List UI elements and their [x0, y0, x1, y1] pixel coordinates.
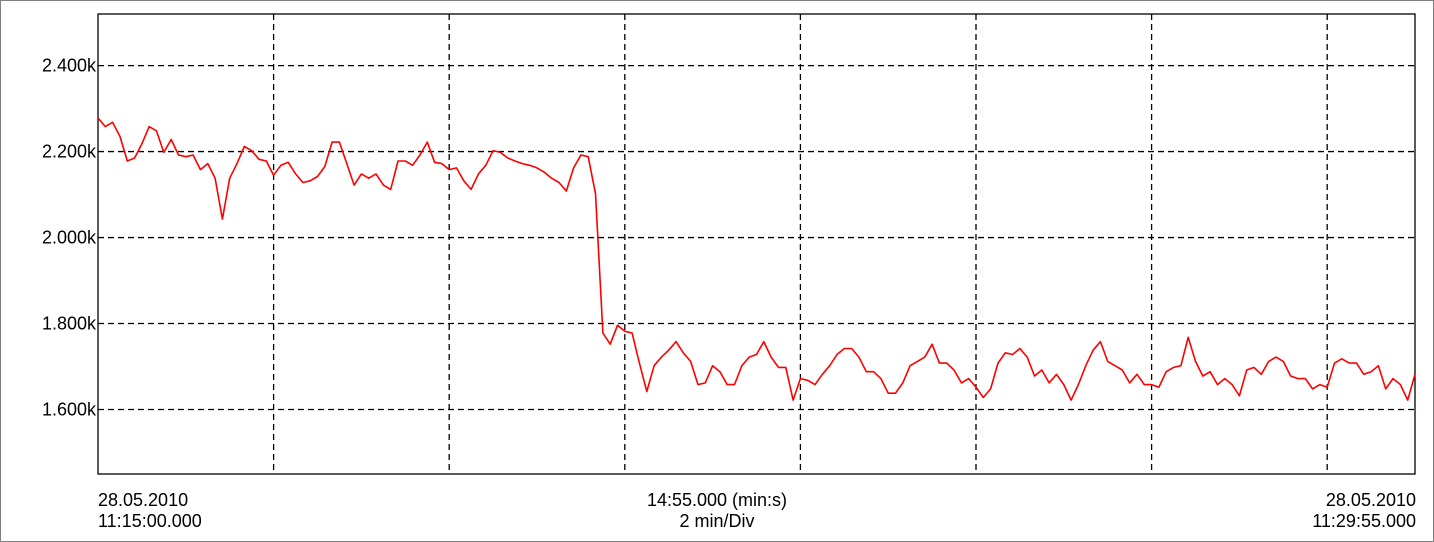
end-time: 11:29:55.000: [1312, 511, 1416, 532]
start-timestamp: 28.05.2010 11:15:00.000: [98, 490, 202, 532]
y-tick-label: 2.000k: [42, 228, 97, 248]
y-tick-label: 1.600k: [42, 400, 97, 420]
plot-area-border: [98, 14, 1415, 474]
y-tick-label: 2.200k: [42, 142, 97, 162]
y-tick-label: 2.400k: [42, 56, 97, 76]
end-date: 28.05.2010: [1312, 490, 1416, 511]
series-line: [98, 118, 1415, 400]
x-axis-label: 14:55.000 (min:s): [647, 490, 787, 511]
y-tick-label: 1.800k: [42, 314, 97, 334]
x-axis-scale: 2 min/Div: [647, 511, 787, 532]
end-timestamp: 28.05.2010 11:29:55.000: [1312, 490, 1416, 532]
start-time: 11:15:00.000: [98, 511, 202, 532]
start-date: 28.05.2010: [98, 490, 202, 511]
x-axis-info: 14:55.000 (min:s) 2 min/Div: [647, 490, 787, 532]
